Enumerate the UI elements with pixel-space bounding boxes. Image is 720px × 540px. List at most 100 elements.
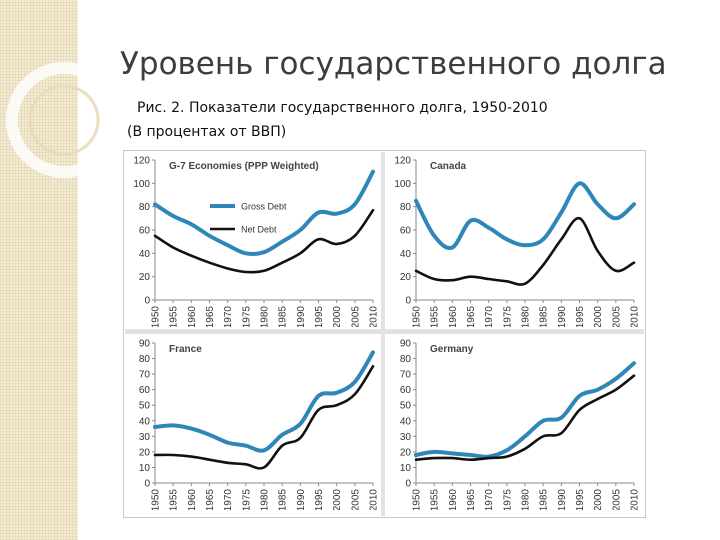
gross-debt-point	[317, 394, 320, 397]
x-tick-label: 1975	[502, 489, 513, 510]
net-debt-point	[451, 279, 454, 282]
chart-panel-germany: 0 10 20 30 40 50 60 70 80 90 1950 1955 1960 1965 1970 1…	[386, 335, 641, 510]
gross-debt-point	[633, 362, 635, 365]
gross-debt-point	[317, 211, 320, 214]
chart-svg: 0 20 40 60 80 100 120 1950 1955 1960 1965 1970 1975 1…	[133, 156, 380, 328]
net-debt-point	[487, 457, 490, 460]
net-debt-point	[596, 250, 599, 252]
y-tick-label: 40	[139, 249, 151, 260]
chart-svg: 0 10 20 30 40 50 60 70 80 90 1950 1955 1960 1965 1970 1…	[139, 339, 380, 511]
gross-debt-point	[505, 449, 508, 452]
x-tick-label: 1965	[466, 306, 477, 327]
panel-divider-vertical	[381, 152, 385, 516]
x-tick-label: 2000	[332, 489, 343, 510]
net-debt-point	[433, 457, 436, 460]
y-tick-label: 10	[139, 463, 151, 474]
gross-debt-line	[414, 361, 636, 459]
x-tick-label: 2000	[593, 489, 604, 510]
x-tick-label: 2010	[369, 306, 380, 327]
y-tick-label: 50	[400, 401, 412, 412]
y-tick-label: 30	[139, 432, 151, 443]
gross-debt-point	[433, 234, 436, 237]
net-debt-point	[244, 271, 247, 273]
x-tick-label: 1950	[412, 306, 423, 327]
y-tick-label: 60	[139, 226, 151, 237]
gross-debt-point	[281, 433, 284, 436]
gross-debt-point	[469, 219, 472, 222]
x-tick-label: 1960	[187, 489, 198, 510]
x-tick-label: 1975	[241, 306, 252, 327]
x-tick-label: 1965	[205, 306, 216, 327]
x-tick-label: 1995	[314, 306, 325, 327]
net-debt-line	[153, 365, 375, 470]
gross-debt-point	[560, 211, 563, 214]
x-tick-label: 1965	[466, 489, 477, 510]
gross-debt-point	[451, 246, 454, 249]
x-tick-label: 1990	[557, 306, 568, 327]
net-debt-point	[281, 261, 284, 264]
chart-panel-france: 0 10 20 30 40 50 60 70 80 90 1950 1955 1960 1965 1970 1…	[125, 335, 380, 510]
chart-panel-canada: 0 20 40 60 80 100 120 1950 1955 1960 1965 1970 1975 1…	[386, 152, 641, 327]
net-debt-point	[208, 458, 211, 461]
gross-debt-point	[208, 433, 211, 436]
gross-debt-line	[414, 181, 636, 251]
net-debt-point	[560, 432, 563, 435]
net-debt-point	[154, 234, 156, 237]
net-debt-point	[469, 458, 472, 461]
gross-debt-point	[299, 422, 302, 425]
chart-panel-g7: 0 20 40 60 80 100 120 1950 1955 1960 1965 1970 1975 1…	[125, 152, 380, 327]
chart-title: France	[169, 344, 202, 355]
gross-debt-point	[154, 426, 156, 428]
gross-debt-point	[208, 234, 211, 237]
gross-debt-point	[578, 182, 581, 185]
y-tick-label: 0	[144, 296, 150, 307]
x-tick-label: 1995	[575, 489, 586, 510]
net-debt-point	[487, 278, 490, 280]
x-tick-label: 1990	[296, 306, 307, 327]
gross-debt-point	[451, 452, 454, 455]
y-tick-label: 80	[139, 354, 151, 365]
net-debt-point	[154, 454, 156, 456]
gross-debt-point	[415, 454, 417, 456]
gross-debt-point	[299, 229, 302, 231]
x-tick-label: 2010	[630, 489, 641, 510]
net-debt-point	[317, 408, 320, 411]
y-tick-label: 50	[139, 401, 151, 412]
y-tick-label: 30	[400, 432, 412, 443]
gross-debt-point	[560, 416, 563, 419]
net-debt-point	[542, 264, 545, 266]
x-tick-label: 1965	[205, 489, 216, 510]
net-debt-point	[226, 461, 229, 464]
y-tick-label: 40	[139, 416, 151, 427]
chart-svg: 0 20 40 60 80 100 120 1950 1955 1960 1965 1970 1975 1…	[394, 156, 640, 328]
gross-debt-point	[335, 391, 338, 394]
x-tick-label: 1955	[430, 489, 441, 510]
x-tick-label: 2005	[611, 489, 622, 510]
net-debt-point	[226, 267, 229, 270]
net-debt-point	[505, 455, 508, 458]
net-debt-point	[415, 458, 417, 461]
y-tick-label: 40	[400, 416, 412, 427]
y-tick-label: 60	[400, 226, 412, 237]
gross-debt-point	[596, 203, 599, 206]
gross-debt-point	[263, 251, 265, 254]
x-tick-label: 1980	[260, 489, 271, 510]
net-debt-line	[153, 208, 375, 274]
gross-debt-point	[244, 444, 247, 447]
x-tick-label: 1960	[187, 306, 198, 327]
y-tick-label: 120	[394, 156, 411, 167]
net-debt-point	[208, 261, 211, 264]
slide-title: Уровень государственного долга	[120, 46, 667, 82]
y-tick-label: 20	[139, 272, 151, 283]
net-debt-point	[578, 408, 581, 411]
net-debt-point	[335, 243, 338, 245]
x-tick-label: 2010	[369, 489, 380, 510]
gross-debt-point	[596, 388, 599, 391]
gross-debt-point	[372, 170, 374, 173]
net-debt-point	[372, 209, 374, 212]
gross-debt-line	[153, 350, 375, 453]
y-tick-label: 100	[394, 179, 411, 190]
gross-debt-point	[505, 238, 508, 241]
net-debt-point	[596, 398, 599, 400]
net-debt-point	[433, 278, 436, 280]
